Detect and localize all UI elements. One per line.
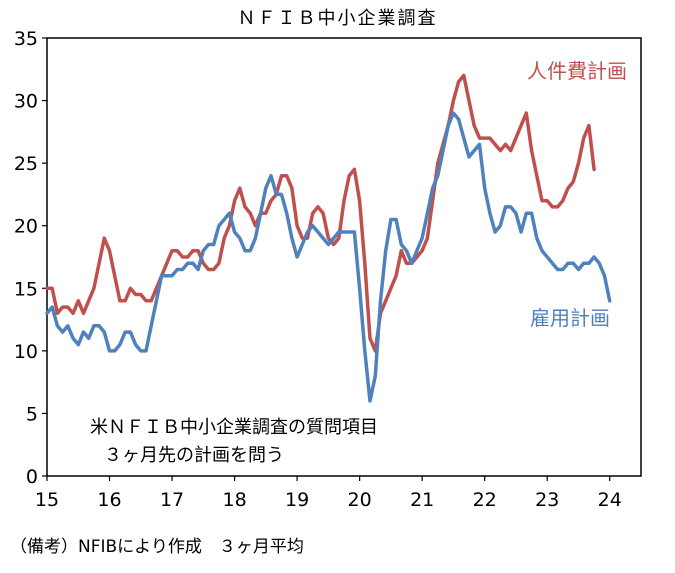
x-tick-label: 22	[473, 489, 497, 511]
x-tick-label: 16	[97, 489, 121, 511]
chart-title: ＮＦＩＢ中小企業調査	[237, 8, 438, 29]
y-tick-label: 5	[26, 403, 38, 425]
x-tick-label: 18	[222, 489, 246, 511]
series-line-hiring	[45, 111, 612, 403]
series-label-labor-cost: 人件費計画	[527, 59, 627, 83]
x-tick-label: 23	[535, 489, 559, 511]
x-tick-label: 15	[35, 489, 59, 511]
y-tick-label: 25	[14, 153, 38, 175]
annotation-line-1: 米ＮＦＩＢ中小企業調査の質問項目	[90, 417, 378, 438]
footnote: （備考）NFIBにより作成 ３ヶ月平均	[10, 537, 304, 557]
y-tick-label: 0	[26, 466, 38, 488]
x-tick-label: 17	[160, 489, 184, 511]
tick-labels: 0 5 10 15 20 25 30 35 15 16 17 18 19 20 21 22 23 24	[14, 28, 622, 511]
y-tick-label: 30	[14, 91, 38, 113]
series-label-hiring: 雇用計画	[530, 306, 610, 330]
y-tick-label: 20	[14, 216, 38, 238]
plot-frame	[46, 37, 642, 477]
x-tick-label: 19	[285, 489, 309, 511]
y-tick-label: 15	[14, 278, 38, 300]
series-lines	[45, 73, 612, 403]
series-line-labor-cost	[45, 73, 596, 353]
x-tick-label: 24	[598, 489, 622, 511]
y-tick-label: 35	[14, 28, 38, 50]
y-tick-label: 10	[14, 341, 38, 363]
axes	[42, 37, 642, 481]
x-tick-label: 21	[410, 489, 434, 511]
annotation-line-2: ３ヶ月先の計画を問う	[104, 445, 284, 466]
x-tick-label: 20	[348, 489, 372, 511]
